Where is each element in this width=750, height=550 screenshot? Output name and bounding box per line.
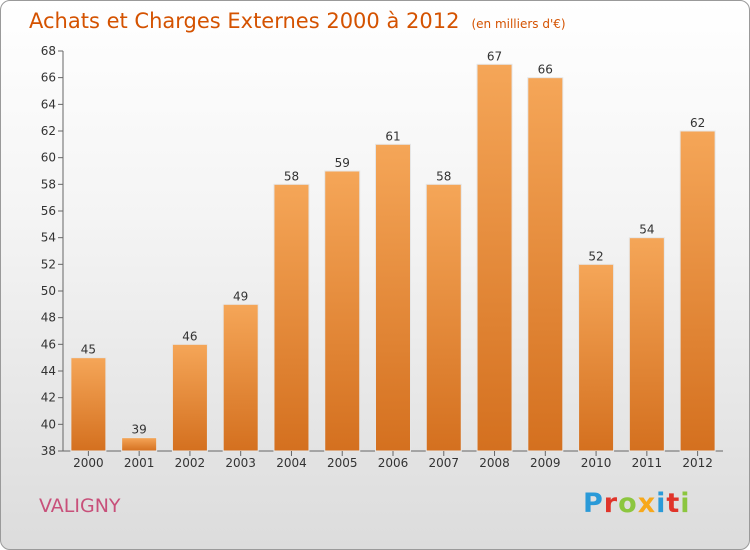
bar [476, 63, 513, 452]
bar [527, 77, 564, 452]
x-tick-label: 2007 [428, 456, 459, 470]
bar-value-label: 58 [436, 169, 451, 183]
y-tick-label: 52 [41, 257, 56, 271]
bar-value-label: 62 [690, 116, 705, 130]
bar-value-label: 39 [132, 423, 147, 437]
bar-value-label: 45 [81, 343, 96, 357]
bar [222, 303, 259, 452]
bar-value-label: 66 [538, 63, 553, 77]
bar-value-label: 58 [284, 169, 299, 183]
chart-title: Achats et Charges Externes 2000 à 2012 (e… [29, 9, 566, 33]
y-tick-label: 50 [41, 284, 56, 298]
bar [273, 183, 310, 452]
title-text: Achats et Charges Externes 2000 à 2012 [29, 9, 460, 33]
y-tick-label: 60 [41, 151, 56, 165]
x-tick-label: 2008 [479, 456, 510, 470]
y-tick-label: 62 [41, 124, 56, 138]
bar-value-label: 54 [639, 223, 654, 237]
y-tick-label: 46 [41, 337, 56, 351]
bar [375, 143, 411, 452]
proxiti-logo: Proxiti [583, 488, 691, 519]
bar [70, 357, 107, 452]
x-tick-label: 2004 [276, 456, 307, 470]
bar [425, 183, 462, 452]
bar-value-label: 59 [335, 156, 350, 170]
x-tick-label: 2005 [327, 456, 358, 470]
bar-value-label: 46 [182, 329, 197, 343]
logo-letter: o [618, 488, 638, 519]
x-tick-label: 2010 [581, 456, 612, 470]
bar-value-label: 49 [233, 289, 248, 303]
x-tick-label: 2003 [225, 456, 256, 470]
y-tick-label: 56 [41, 204, 56, 218]
bar [121, 437, 158, 452]
y-tick-label: 42 [41, 391, 56, 405]
bar-value-label: 67 [487, 49, 502, 63]
logo-letter: i [656, 488, 667, 519]
y-tick-label: 44 [41, 364, 56, 378]
logo-letter: i [680, 488, 691, 519]
x-tick-label: 2001 [124, 456, 155, 470]
y-tick-label: 38 [41, 444, 56, 458]
y-tick-label: 58 [41, 177, 56, 191]
x-tick-label: 2000 [73, 456, 104, 470]
logo-letter: t [666, 488, 681, 519]
x-tick-label: 2012 [682, 456, 713, 470]
bar [578, 263, 615, 452]
bar-value-label: 61 [385, 129, 400, 143]
y-tick-label: 54 [41, 231, 56, 245]
logo-letter: P [583, 488, 604, 519]
x-tick-label: 2011 [632, 456, 663, 470]
commune-name: VALIGNY [39, 495, 121, 517]
x-tick-label: 2006 [378, 456, 409, 470]
y-tick-label: 68 [41, 44, 56, 58]
y-tick-label: 48 [41, 311, 56, 325]
logo-letter: r [603, 488, 619, 519]
x-tick-label: 2002 [175, 456, 206, 470]
logo-letter: x [637, 488, 657, 519]
bar [628, 237, 665, 452]
bar [171, 343, 208, 452]
y-tick-label: 64 [41, 97, 56, 111]
y-tick-label: 66 [41, 71, 56, 85]
title-unit: (en milliers d'€) [471, 17, 566, 31]
bar-value-label: 52 [588, 249, 603, 263]
y-tick-label: 40 [41, 417, 56, 431]
bar [679, 130, 716, 452]
bar [324, 170, 361, 452]
x-tick-label: 2009 [530, 456, 561, 470]
